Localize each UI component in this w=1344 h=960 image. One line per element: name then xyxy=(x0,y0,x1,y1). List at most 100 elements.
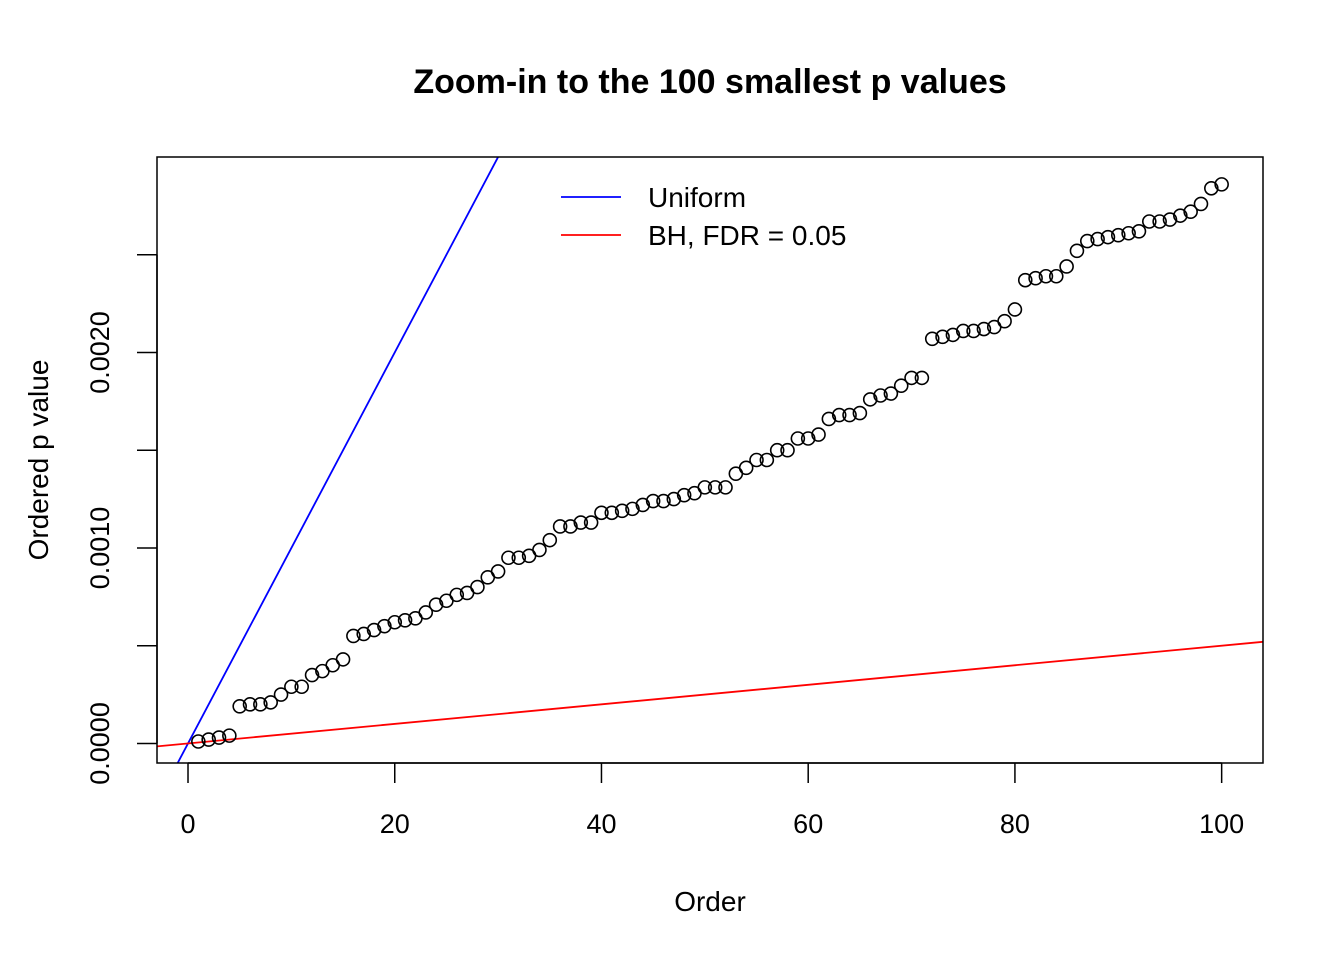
data-point xyxy=(191,734,206,749)
data-point xyxy=(873,388,888,403)
data-point xyxy=(697,480,713,495)
data-point xyxy=(263,695,279,710)
data-point xyxy=(1204,180,1219,196)
data-point xyxy=(604,505,620,521)
data-point xyxy=(1079,233,1095,249)
data-point xyxy=(356,626,372,642)
data-point xyxy=(676,487,692,503)
data-point xyxy=(1173,208,1188,223)
y-tick-label: 0.0000 xyxy=(85,702,115,785)
x-tick-label: 40 xyxy=(586,809,616,839)
legend-label: BH, FDR = 0.05 xyxy=(648,220,846,251)
data-point xyxy=(273,687,289,702)
data-point xyxy=(645,493,661,509)
data-point xyxy=(831,407,847,423)
x-tick-label: 100 xyxy=(1199,809,1244,839)
data-point xyxy=(780,442,795,458)
y-tick-label: 0.0010 xyxy=(85,507,115,590)
data-point xyxy=(955,323,971,339)
data-point xyxy=(428,597,444,612)
data-point xyxy=(552,519,568,534)
data-point xyxy=(211,730,227,745)
data-point xyxy=(1141,214,1157,229)
data-point xyxy=(1183,204,1198,220)
x-tick-label: 20 xyxy=(380,809,410,839)
data-point xyxy=(470,579,485,595)
data-point xyxy=(614,503,630,519)
data-point xyxy=(346,628,361,644)
x-tick-label: 80 xyxy=(1000,809,1030,839)
data-point xyxy=(811,427,826,442)
data-point xyxy=(253,697,268,712)
data-point xyxy=(1162,212,1178,227)
data-point xyxy=(1110,227,1126,243)
data-point xyxy=(1152,214,1167,229)
plot-frame xyxy=(156,156,1264,764)
data-points xyxy=(191,177,1229,749)
data-point xyxy=(1059,259,1074,274)
data-point xyxy=(490,564,506,579)
data-point xyxy=(976,321,992,337)
x-axis-label: Order xyxy=(674,886,746,917)
data-point xyxy=(883,386,899,401)
data-point xyxy=(904,370,919,386)
data-point xyxy=(1121,225,1136,241)
data-point xyxy=(790,431,806,446)
reference-line xyxy=(157,640,1263,748)
data-point xyxy=(945,327,961,343)
y-axis-label: Ordered p value xyxy=(23,360,54,561)
x-tick-label: 60 xyxy=(793,809,823,839)
data-point xyxy=(501,550,516,566)
data-point xyxy=(635,497,651,513)
data-point xyxy=(821,411,837,427)
data-point xyxy=(666,491,682,507)
data-point xyxy=(707,480,723,495)
data-point xyxy=(800,431,816,446)
data-point xyxy=(573,515,589,530)
data-point xyxy=(769,442,785,458)
data-point xyxy=(893,378,909,394)
data-point xyxy=(1069,243,1085,259)
data-point xyxy=(511,550,527,566)
data-point xyxy=(852,405,868,421)
data-point xyxy=(201,732,216,747)
data-point xyxy=(294,679,310,695)
data-point xyxy=(738,460,754,476)
data-point xyxy=(335,652,351,667)
data-point xyxy=(914,370,930,386)
data-point xyxy=(304,667,320,683)
data-point xyxy=(542,532,558,548)
data-point xyxy=(1017,272,1033,288)
data-point xyxy=(1038,268,1054,284)
data-point xyxy=(418,605,434,620)
data-point xyxy=(924,331,940,347)
data-point xyxy=(449,587,465,603)
reference-line xyxy=(176,157,500,763)
data-point xyxy=(1214,177,1229,192)
data-point xyxy=(1048,268,1064,284)
data-point xyxy=(563,519,578,534)
reference-lines xyxy=(157,157,1263,763)
data-point xyxy=(232,699,247,714)
data-point xyxy=(966,323,981,339)
data-point xyxy=(583,515,599,530)
data-point xyxy=(1028,270,1043,286)
data-point xyxy=(862,392,878,407)
data-point xyxy=(625,501,640,517)
data-point xyxy=(718,480,733,495)
data-point xyxy=(594,505,609,521)
data-point xyxy=(1090,231,1105,247)
x-tick-label: 0 xyxy=(180,809,195,839)
data-point xyxy=(1131,223,1147,239)
data-point xyxy=(935,329,950,345)
data-point xyxy=(1007,302,1023,317)
data-point xyxy=(759,452,775,468)
data-point xyxy=(222,728,237,743)
data-point xyxy=(377,618,392,634)
data-point xyxy=(842,407,857,423)
data-point xyxy=(397,612,413,628)
data-point xyxy=(284,679,299,695)
data-point xyxy=(532,542,547,558)
chart-title: Zoom-in to the 100 smallest p values xyxy=(413,63,1006,101)
